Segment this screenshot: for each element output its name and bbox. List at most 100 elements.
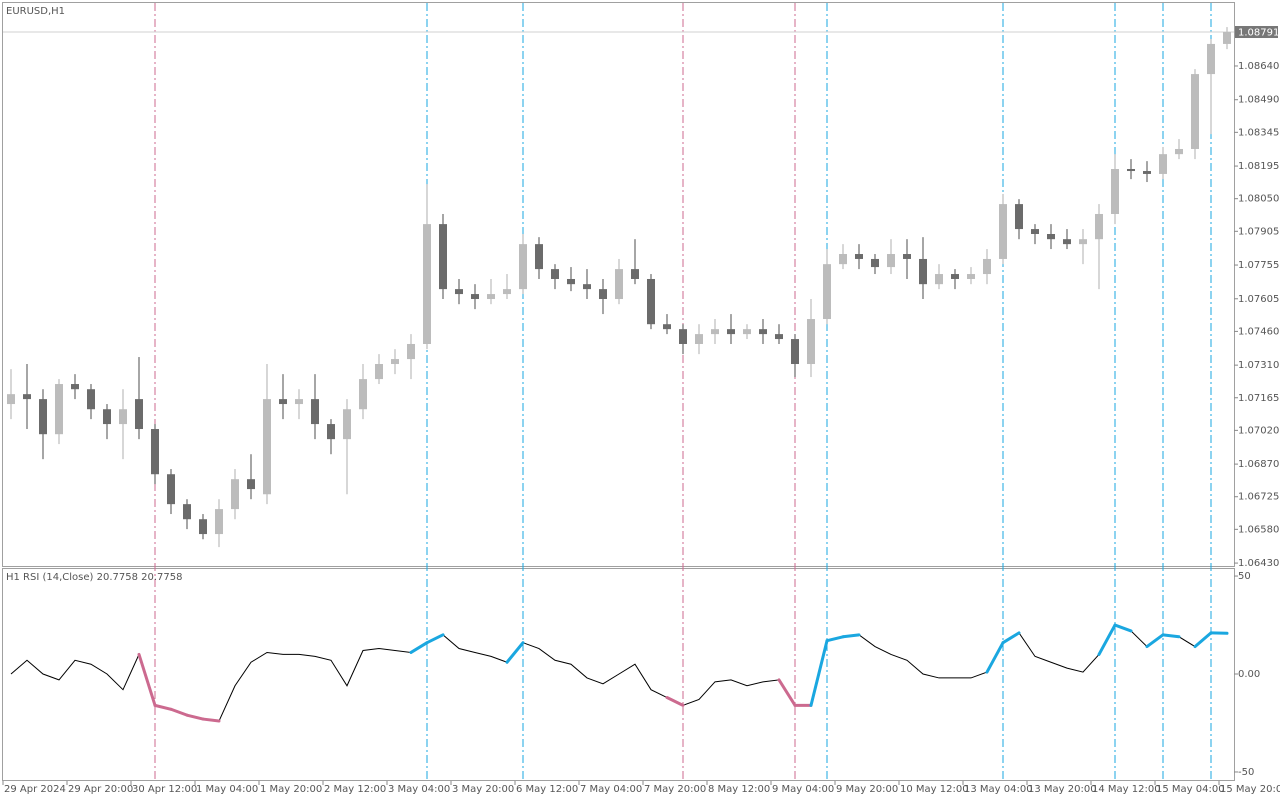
x-tick-label: 6 May 12:00	[516, 784, 578, 795]
candle-body	[887, 254, 895, 268]
candle-body	[567, 278, 575, 285]
rsi-highlight	[201, 717, 221, 723]
candle-body	[711, 329, 719, 335]
y-tick-label: 1.08050	[1238, 194, 1279, 205]
candle-body	[391, 359, 399, 365]
rsi-highlight	[809, 639, 829, 707]
x-tick-label: 13 May 04:00	[964, 784, 1033, 795]
candle-body	[183, 504, 191, 520]
rsi-highlight	[1113, 623, 1133, 633]
x-tick-label: 1 May 20:00	[260, 784, 322, 795]
y-tick-label: 1.07605	[1238, 294, 1279, 305]
candle-body	[519, 244, 527, 290]
rsi-highlight	[985, 641, 1005, 674]
candle-body	[1047, 234, 1055, 240]
rsi-highlight	[1097, 623, 1117, 656]
y-tick-label: 0.00	[1238, 669, 1260, 680]
candle-body	[343, 409, 351, 440]
x-tick-label: 1 May 04:00	[196, 784, 258, 795]
y-tick-label: 1.06430	[1238, 558, 1279, 569]
x-tick-label: 15 May 20:00	[1220, 784, 1280, 795]
candle-body	[695, 334, 703, 344]
candle-body	[855, 254, 863, 259]
candle-body	[743, 329, 751, 335]
candle-body	[439, 224, 447, 290]
candle-body	[247, 479, 255, 490]
rsi-highlight	[169, 707, 189, 717]
candle-body	[455, 289, 463, 295]
candle-body	[135, 399, 143, 430]
y-tick-label: 1.06725	[1238, 492, 1279, 503]
candle-body	[23, 394, 31, 400]
y-tick-label: 1.06580	[1238, 524, 1279, 535]
x-tick-label: 10 May 12:00	[900, 784, 969, 795]
candle-body	[839, 254, 847, 265]
candle-body	[295, 399, 303, 405]
candle-body	[983, 258, 991, 275]
rsi-highlight	[1193, 631, 1213, 649]
x-tick-label: 7 May 20:00	[644, 784, 706, 795]
candle-body	[375, 364, 383, 380]
y-tick-label: 1.07310	[1238, 360, 1279, 371]
candle-body	[663, 324, 671, 330]
candle-body	[151, 429, 159, 475]
x-tick-label: 30 Apr 12:00	[132, 784, 197, 795]
indicator-title: H1 RSI (14,Close) 20.7758 20.7758	[6, 572, 183, 583]
candle-body	[231, 479, 239, 510]
x-tick-label: 3 May 20:00	[452, 784, 514, 795]
candle-body	[727, 329, 735, 335]
candle-body	[311, 399, 319, 425]
rsi-highlight	[153, 703, 173, 711]
candle-body	[1175, 148, 1183, 155]
x-tick-label: 7 May 04:00	[580, 784, 642, 795]
candle-body	[919, 258, 927, 285]
rsi-highlight	[185, 713, 205, 721]
rsi-highlight	[1001, 631, 1021, 645]
x-tick-label: 13 May 20:00	[1028, 784, 1097, 795]
y-tick-label: 1.08195	[1238, 161, 1279, 172]
rsi-highlight	[841, 633, 861, 639]
y-tick-label: 50	[1238, 571, 1251, 582]
candle-body	[551, 269, 559, 279]
signal-lines	[154, 3, 1212, 780]
candle-body	[423, 224, 431, 344]
candle-body	[1063, 239, 1071, 245]
candle-body	[1015, 204, 1023, 230]
y-tick-label: 1.06870	[1238, 459, 1279, 470]
candle-body	[647, 278, 655, 325]
candle-body	[1207, 43, 1215, 75]
candle-body	[199, 519, 207, 535]
candle-body	[71, 384, 79, 390]
candle-body	[935, 274, 943, 285]
rsi-highlight	[777, 678, 797, 707]
rsi-highlight	[825, 635, 845, 643]
candle-body	[327, 424, 335, 440]
candle-body	[951, 274, 959, 279]
candle-body	[759, 329, 767, 335]
candle-body	[871, 258, 879, 268]
candle-body	[39, 399, 47, 435]
candle-body	[55, 384, 63, 435]
candle-body	[407, 343, 415, 360]
candle-body	[103, 409, 111, 425]
x-tick-label: 3 May 04:00	[388, 784, 450, 795]
y-tick-label: 1.08345	[1238, 127, 1279, 138]
candle-body	[471, 294, 479, 300]
rsi-highlight	[505, 641, 525, 664]
y-tick-label: 1.07460	[1238, 326, 1279, 337]
candle-body	[903, 254, 911, 259]
candle-body	[999, 204, 1007, 259]
x-tick-label: 2 May 12:00	[324, 784, 386, 795]
candle-body	[583, 284, 591, 290]
candle-body	[599, 289, 607, 300]
candle-body	[487, 294, 495, 300]
candle-body	[359, 379, 367, 410]
x-tick-label: 9 May 04:00	[772, 784, 834, 795]
candle-body	[1095, 213, 1103, 240]
x-tick-label: 14 May 12:00	[1092, 784, 1161, 795]
candle-body	[1127, 168, 1135, 172]
rsi-highlight	[1145, 633, 1165, 649]
candle-body	[1111, 168, 1119, 214]
